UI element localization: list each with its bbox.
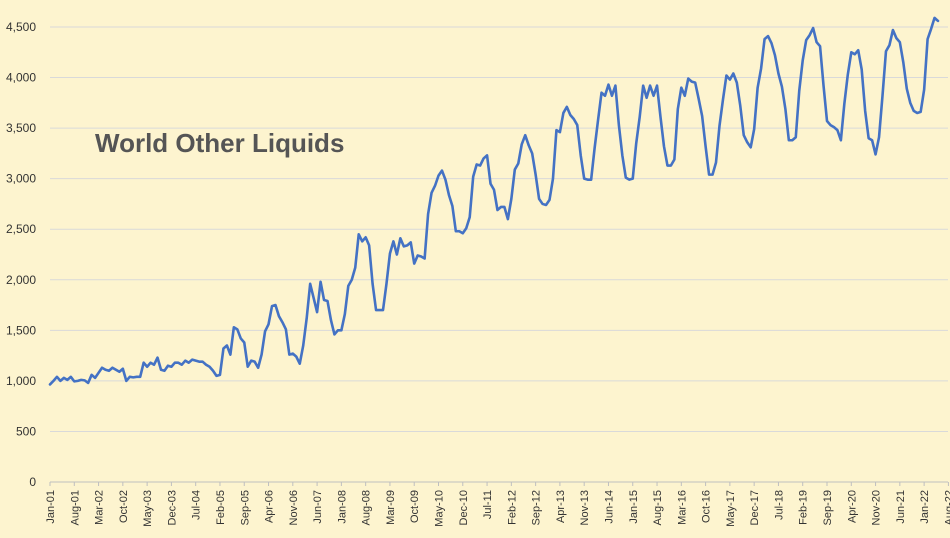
x-axis-tick-labels: Jan-01 Aug-01 Mar-02 Oct-02 May-03 Dec-03 Jul-… <box>45 490 950 527</box>
x-tick-label: Apr-13 <box>555 490 567 523</box>
x-tick-label: Jan-08 <box>336 490 348 524</box>
x-tick-label: Mar-09 <box>385 490 397 525</box>
x-tick-label: Jun-21 <box>895 490 907 524</box>
x-tick-label: Jan-01 <box>45 490 57 524</box>
x-tick-label: Dec-17 <box>749 490 761 525</box>
x-tick-label: Oct-09 <box>409 490 421 523</box>
y-tick-label: 0 <box>29 475 36 489</box>
x-tick-label: Sep-12 <box>531 490 543 525</box>
x-tick-label: Aug-22 <box>943 490 950 525</box>
x-tick-label: Feb-05 <box>215 490 227 525</box>
x-tick-label: Oct-16 <box>701 490 713 523</box>
y-tick-label: 1,500 <box>6 323 36 337</box>
y-tick-label: 4,000 <box>6 71 36 85</box>
x-tick-label: Aug-08 <box>361 490 373 525</box>
x-tick-label: Jul-04 <box>191 490 203 520</box>
x-tick-label: Dec-03 <box>166 490 178 525</box>
x-tick-label: Jan-22 <box>919 490 931 524</box>
x-axis <box>49 481 949 486</box>
x-tick-label: Aug-15 <box>652 490 664 525</box>
series-line-world-other-liquids <box>48 16 940 386</box>
y-tick-label: 2,500 <box>6 222 36 236</box>
x-tick-label: Sep-19 <box>822 490 834 525</box>
x-tick-label: Jul-11 <box>482 490 494 519</box>
y-tick-label: 500 <box>16 424 36 438</box>
x-tick-label: Apr-06 <box>264 490 276 523</box>
x-tick-label: Apr-20 <box>846 490 858 523</box>
x-tick-label: Sep-05 <box>239 490 251 525</box>
x-tick-label: Jun-07 <box>312 490 324 524</box>
x-tick-label: Feb-19 <box>798 490 810 525</box>
x-tick-label: Nov-13 <box>579 490 591 525</box>
y-axis-tick-labels: 0 500 1,000 1,500 2,000 2,500 3,000 3,500 4,000 4… <box>6 20 36 489</box>
y-tick-label: 2,000 <box>6 273 36 287</box>
y-tick-label: 4,500 <box>6 20 36 34</box>
series-group <box>48 16 940 386</box>
x-tick-label: Aug-01 <box>69 490 81 525</box>
y-tick-label: 1,000 <box>6 374 36 388</box>
x-tick-label: Jan-15 <box>628 490 640 524</box>
x-tick-label: Jul-18 <box>773 490 785 520</box>
x-tick-label: Jun-14 <box>603 490 615 524</box>
chart-title: World Other Liquids <box>95 128 344 158</box>
x-tick-label: Dec-10 <box>458 490 470 525</box>
x-tick-label: Mar-16 <box>676 490 688 525</box>
x-tick-label: Nov-20 <box>871 490 883 525</box>
x-tick-label: Feb-12 <box>506 490 518 525</box>
x-tick-label: May-03 <box>142 490 154 527</box>
x-tick-label: May-10 <box>434 490 446 527</box>
x-tick-label: Nov-06 <box>288 490 300 525</box>
y-tick-label: 3,500 <box>6 121 36 135</box>
x-tick-label: Oct-02 <box>118 490 130 523</box>
gridlines <box>50 26 948 432</box>
x-tick-label: Mar-02 <box>94 490 106 525</box>
x-tick-label: May-17 <box>725 490 737 527</box>
y-tick-label: 3,000 <box>6 172 36 186</box>
